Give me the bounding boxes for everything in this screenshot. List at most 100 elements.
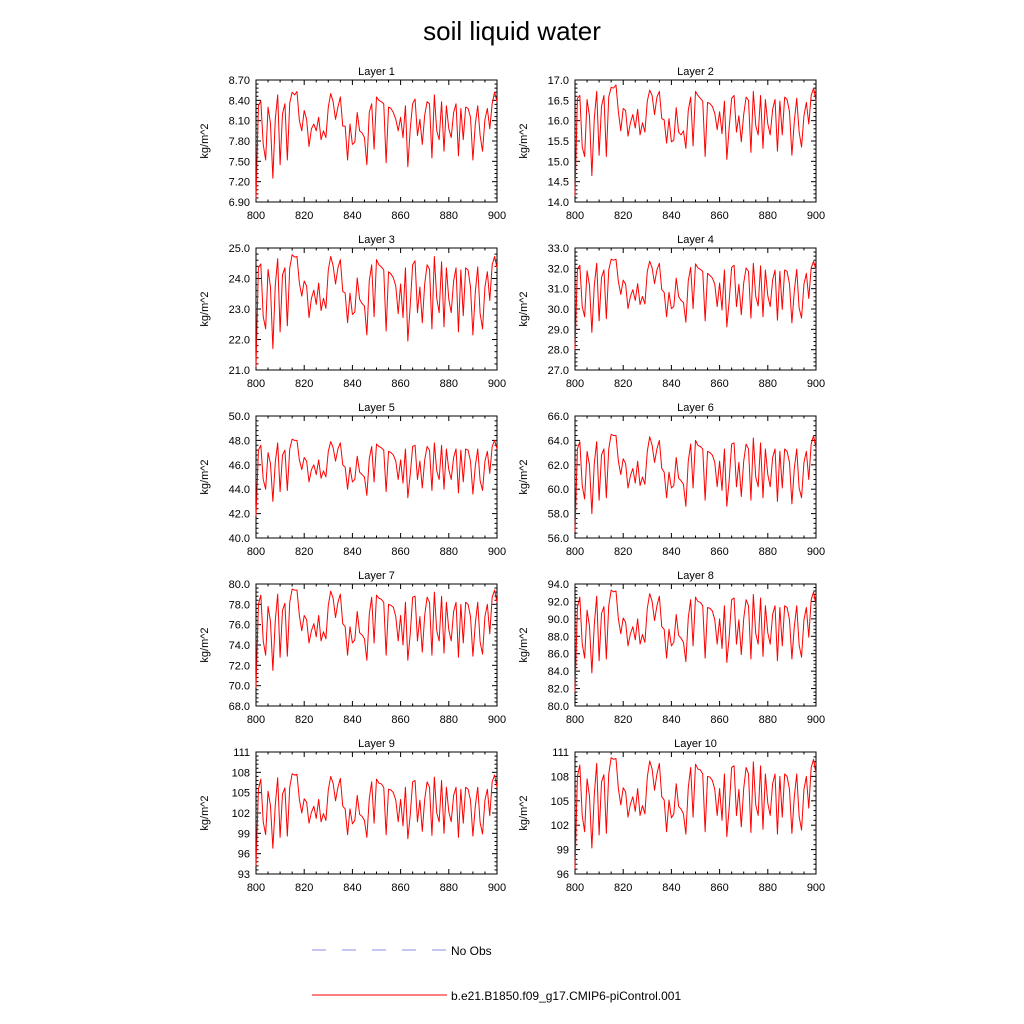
y-tick-label: 96 [557,869,569,881]
y-tick-label: 27.0 [548,365,569,377]
y-tick-label: 92.0 [548,596,569,608]
y-tick-label: 93 [238,869,250,881]
panel-layer-6: Layer 6 kg/m^2 800 820 840 860 880 900 56.0 58.0 6… [518,402,825,558]
y-tick-label: 108 [551,771,569,783]
y-tick-label: 105 [232,788,250,800]
y-tick-label: 56.0 [548,533,569,545]
series-line [574,757,817,870]
x-tick-label: 880 [759,210,777,222]
x-tick-label: 900 [488,882,506,894]
y-axis-label: kg/m^2 [518,795,530,830]
series-line [255,91,498,199]
y-axis-label: kg/m^2 [199,795,211,830]
y-axis-label: kg/m^2 [199,291,211,326]
y-tick-label: 40.0 [229,533,250,545]
plot-frame [255,415,498,539]
series-line [255,773,498,866]
x-tick-label: 820 [295,378,313,390]
y-tick-label: 14.0 [548,197,569,209]
x-tick-label: 820 [614,546,632,558]
y-tick-label: 111 [552,747,569,759]
x-tick-label: 900 [488,378,506,390]
y-tick-label: 88.0 [548,631,569,643]
y-tick-label: 7.50 [229,156,250,168]
x-tick-label: 880 [440,210,458,222]
x-tick-label: 840 [662,546,680,558]
y-axis-label: kg/m^2 [518,123,530,158]
figure-title: soil liquid water [423,16,601,46]
x-tick-label: 840 [343,546,361,558]
panel-layer-10: Layer 10 kg/m^2 800 820 840 860 880 900 96 99 102 1… [518,738,825,894]
x-tick-label: 800 [247,378,265,390]
x-tick-label: 860 [710,546,728,558]
panel-layer-5: Layer 5 kg/m^2 800 820 840 860 880 900 40.0 42.0 4… [199,402,506,558]
x-tick-label: 860 [391,546,409,558]
y-axis-label: kg/m^2 [199,123,211,158]
y-tick-label: 16.5 [548,95,569,107]
panel-title: Layer 9 [358,738,395,750]
x-tick-label: 800 [566,882,584,894]
x-tick-label: 800 [247,882,265,894]
y-tick-label: 76.0 [229,620,250,632]
y-axis-label: kg/m^2 [518,627,530,662]
x-tick-label: 860 [710,882,728,894]
panel-title: Layer 6 [677,402,714,414]
y-axis-label: kg/m^2 [199,459,211,494]
plot-frame [255,751,498,875]
y-tick-label: 102 [551,820,569,832]
y-tick-label: 24.0 [229,274,250,286]
y-tick-label: 80.0 [229,579,250,591]
y-tick-label: 96 [238,849,250,861]
panel-title: Layer 3 [358,234,395,246]
x-tick-label: 880 [759,714,777,726]
y-tick-label: 25.0 [229,243,250,255]
y-tick-label: 21.0 [229,365,250,377]
x-tick-label: 840 [343,882,361,894]
x-tick-label: 900 [807,546,825,558]
x-tick-label: 880 [440,714,458,726]
series-line [255,438,498,517]
x-tick-label: 880 [440,882,458,894]
panel-title: Layer 7 [358,570,395,582]
x-tick-label: 800 [566,714,584,726]
y-tick-label: 111 [233,747,250,759]
panel-grid: Layer 1 kg/m^2 800 820 840 860 880 900 6.90 7.20 7… [199,66,825,894]
y-tick-label: 31.0 [548,284,569,296]
series-line [255,588,498,688]
x-tick-label: 900 [807,714,825,726]
x-tick-label: 820 [614,714,632,726]
y-axis-label: kg/m^2 [518,291,530,326]
x-tick-label: 880 [759,882,777,894]
y-tick-label: 29.0 [548,324,569,336]
x-tick-label: 800 [247,714,265,726]
x-tick-label: 800 [247,546,265,558]
y-tick-label: 48.0 [229,435,250,447]
y-tick-label: 32.0 [548,263,569,275]
x-tick-label: 880 [440,546,458,558]
y-tick-label: 72.0 [229,660,250,672]
x-tick-label: 900 [488,714,506,726]
y-tick-label: 60.0 [548,484,569,496]
x-tick-label: 860 [710,714,728,726]
y-tick-label: 17.0 [548,75,569,87]
y-tick-label: 68.0 [229,701,250,713]
y-tick-label: 44.0 [229,484,250,496]
x-tick-label: 840 [662,882,680,894]
y-tick-label: 16.0 [548,116,569,128]
panel-title: Layer 2 [677,66,714,78]
x-tick-label: 820 [295,546,313,558]
y-tick-label: 8.10 [229,116,250,128]
legend-label-no-obs: No Obs [451,944,492,958]
x-tick-label: 880 [759,378,777,390]
x-tick-label: 840 [662,378,680,390]
y-tick-label: 15.5 [548,136,569,148]
series-line [574,433,817,532]
y-tick-label: 42.0 [229,509,250,521]
y-tick-label: 7.20 [229,177,250,189]
y-tick-label: 99 [557,845,569,857]
series-line [574,589,817,693]
panel-title: Layer 4 [677,234,714,246]
y-tick-label: 28.0 [548,345,569,357]
x-tick-label: 840 [343,378,361,390]
